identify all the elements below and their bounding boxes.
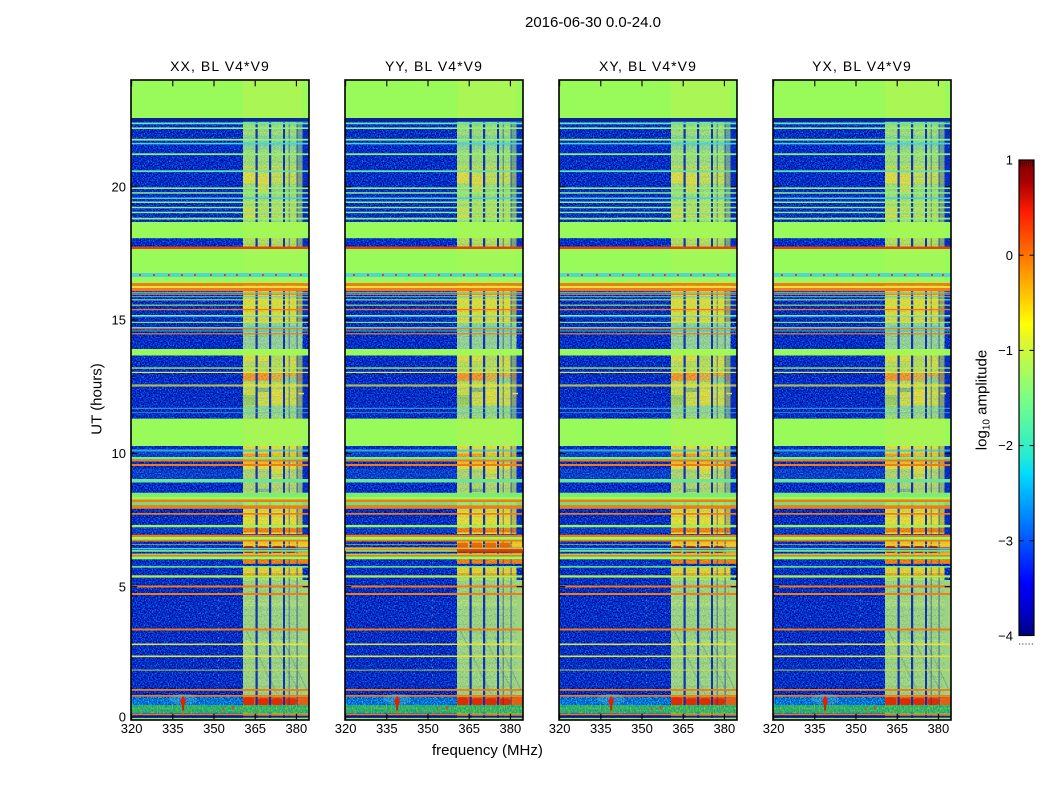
svg-text:−3: −3 <box>998 533 1013 548</box>
svg-text:YY, BL V4*V9: YY, BL V4*V9 <box>385 58 483 74</box>
svg-text:0: 0 <box>119 710 126 725</box>
svg-text:15: 15 <box>112 313 126 328</box>
svg-text:−1: −1 <box>998 343 1013 358</box>
svg-text:−4: −4 <box>998 629 1013 644</box>
svg-text:−2: −2 <box>998 438 1013 453</box>
svg-text:10: 10 <box>112 446 126 461</box>
svg-text:20: 20 <box>112 179 126 194</box>
svg-text:1: 1 <box>1006 153 1013 168</box>
svg-text:XY, BL V4*V9: XY, BL V4*V9 <box>599 58 697 74</box>
svg-text:YX, BL V4*V9: YX, BL V4*V9 <box>812 58 912 74</box>
svg-text:0: 0 <box>1006 248 1013 263</box>
svg-text:XX, BL V4*V9: XX, BL V4*V9 <box>170 58 270 74</box>
svg-text:frequency (MHz): frequency (MHz) <box>432 742 543 759</box>
svg-text:UT (hours): UT (hours) <box>89 363 106 434</box>
svg-text:log10 amplitude: log10 amplitude <box>974 350 993 450</box>
svg-text:5: 5 <box>119 579 126 594</box>
svg-text:2016-06-30 0.0-24.0: 2016-06-30 0.0-24.0 <box>525 14 661 31</box>
